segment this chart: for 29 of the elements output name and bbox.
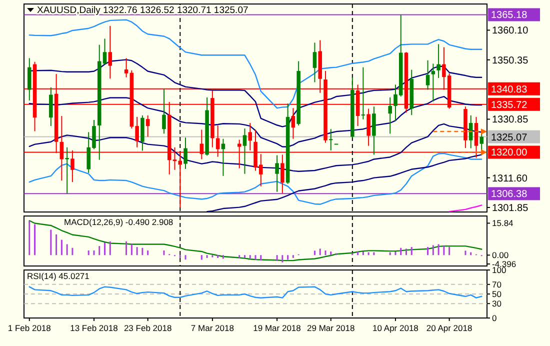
- ref-line-label: 1320.00: [491, 148, 528, 159]
- y-tick-label: 1301.85: [492, 202, 529, 214]
- x-tick-label: 19 Mar 2018: [253, 323, 302, 333]
- y-tick-label: 15.84: [492, 218, 514, 228]
- ref-line-label: 1306.38: [491, 189, 528, 200]
- y-tick-label: -4.396: [492, 258, 516, 269]
- chart-title: XAUUSD,Daily 1322.76 1326.52 1320.71 1325.07: [37, 5, 248, 16]
- x-tick-label: 1 Feb 2018: [8, 323, 52, 333]
- y-tick-label: 30: [492, 298, 502, 309]
- y-tick-label: 70: [492, 279, 502, 290]
- ref-line-label: 1335.72: [491, 100, 528, 111]
- x-tick-label: 10 Apr 2018: [372, 323, 419, 333]
- x-tick-label: 29 Mar 2018: [307, 323, 356, 333]
- y-tick-label: 1311.60: [492, 173, 528, 184]
- chart-title: MACD(12,26,9) -0.490 2.908: [64, 217, 174, 227]
- x-tick-label: 7 Mar 2018: [190, 323, 234, 333]
- ref-line-label: 1365.18: [491, 10, 528, 22]
- x-tick-label: 20 Apr 2018: [426, 323, 472, 333]
- chart-title: RSI(14) 45.0271: [27, 271, 90, 281]
- y-tick-label: 1360.10: [492, 26, 529, 37]
- x-tick-label: 13 Feb 2018: [70, 323, 118, 333]
- y-tick-label: 1350.35: [492, 55, 529, 66]
- ref-line-label: 1340.83: [491, 84, 528, 96]
- ref-line-label: 1325.07: [491, 132, 528, 144]
- y-tick-label: 50: [492, 288, 502, 299]
- y-tick-label: 1330.85: [492, 114, 529, 126]
- y-tick-label: 0.00: [492, 250, 509, 260]
- y-tick-label: 0: [492, 312, 497, 323]
- x-tick-label: 23 Feb 2018: [124, 323, 172, 333]
